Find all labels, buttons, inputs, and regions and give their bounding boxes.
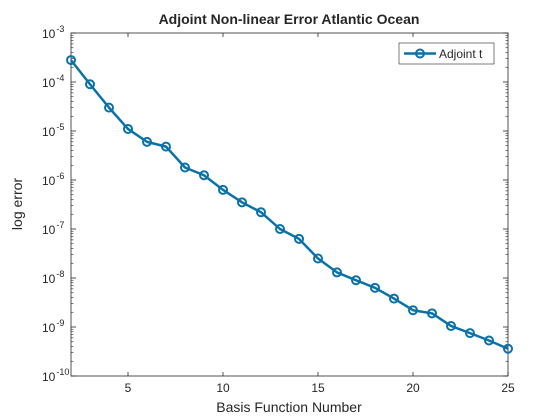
legend: Adjoint t bbox=[398, 42, 495, 65]
data-point bbox=[313, 253, 323, 264]
x-tick-label: 20 bbox=[406, 381, 420, 395]
y-tick-label: 10-10 bbox=[42, 367, 69, 384]
data-point bbox=[256, 207, 266, 218]
y-tick-label: 10-7 bbox=[42, 220, 64, 237]
y-tick-label: 10-4 bbox=[42, 73, 64, 90]
data-point bbox=[66, 55, 76, 66]
x-tick-label: 5 bbox=[125, 381, 132, 395]
data-point bbox=[503, 343, 513, 354]
data-point bbox=[484, 335, 494, 346]
data-point bbox=[389, 293, 399, 304]
data-point bbox=[161, 141, 171, 152]
data-point bbox=[332, 267, 342, 278]
legend-marker-swatch bbox=[415, 48, 425, 59]
y-tick-label-exponent: -9 bbox=[56, 318, 64, 328]
data-point bbox=[85, 79, 95, 90]
data-point bbox=[408, 305, 418, 316]
y-tick-label: 10-8 bbox=[42, 269, 64, 286]
data-point bbox=[351, 275, 361, 286]
legend-entry-adjoint-t: Adjoint t bbox=[439, 47, 483, 61]
plot-frame bbox=[70, 32, 509, 377]
data-point bbox=[275, 224, 285, 234]
y-axis-label: log error bbox=[9, 178, 25, 230]
data-point bbox=[218, 184, 228, 195]
x-tick-label: 15 bbox=[311, 381, 325, 395]
legend-box bbox=[398, 42, 495, 65]
y-tick-label: 10-3 bbox=[42, 24, 64, 41]
x-axis-label: Basis Function Number bbox=[216, 399, 362, 415]
y-tick-label-exponent: -8 bbox=[56, 269, 64, 279]
y-tick-label: 10-6 bbox=[42, 171, 64, 188]
y-tick-label-exponent: -10 bbox=[56, 367, 69, 377]
data-point bbox=[180, 162, 190, 173]
y-tick-label-exponent: -5 bbox=[56, 122, 64, 132]
series-layer bbox=[66, 55, 513, 354]
y-tick-label: 10-9 bbox=[42, 318, 64, 335]
x-tick-label: 25 bbox=[501, 381, 515, 395]
y-tick-label-exponent: -4 bbox=[56, 73, 64, 83]
y-tick-label-exponent: -6 bbox=[56, 171, 64, 181]
data-point bbox=[123, 123, 133, 134]
x-tick-label: 10 bbox=[216, 381, 230, 395]
data-point bbox=[446, 320, 456, 331]
x-axis-ticks: 5 10 15 20 25 bbox=[125, 33, 515, 395]
data-point bbox=[465, 328, 475, 339]
y-tick-label: 10-5 bbox=[42, 122, 64, 139]
data-point bbox=[142, 136, 152, 147]
data-point bbox=[370, 282, 380, 293]
chart-title: Adjoint Non-linear Error Atlantic Ocean bbox=[159, 11, 420, 27]
data-point bbox=[104, 102, 114, 113]
y-tick-label-exponent: -7 bbox=[56, 220, 64, 230]
data-point bbox=[237, 197, 247, 208]
y-tick-label-exponent: -3 bbox=[56, 24, 64, 34]
data-point bbox=[199, 170, 209, 181]
plot-area: 5 10 15 20 25 10-10 10-9 10-8 10-7 10-6 10-5 10-4 1… bbox=[42, 24, 515, 395]
data-point bbox=[294, 233, 304, 244]
data-point bbox=[427, 308, 437, 319]
